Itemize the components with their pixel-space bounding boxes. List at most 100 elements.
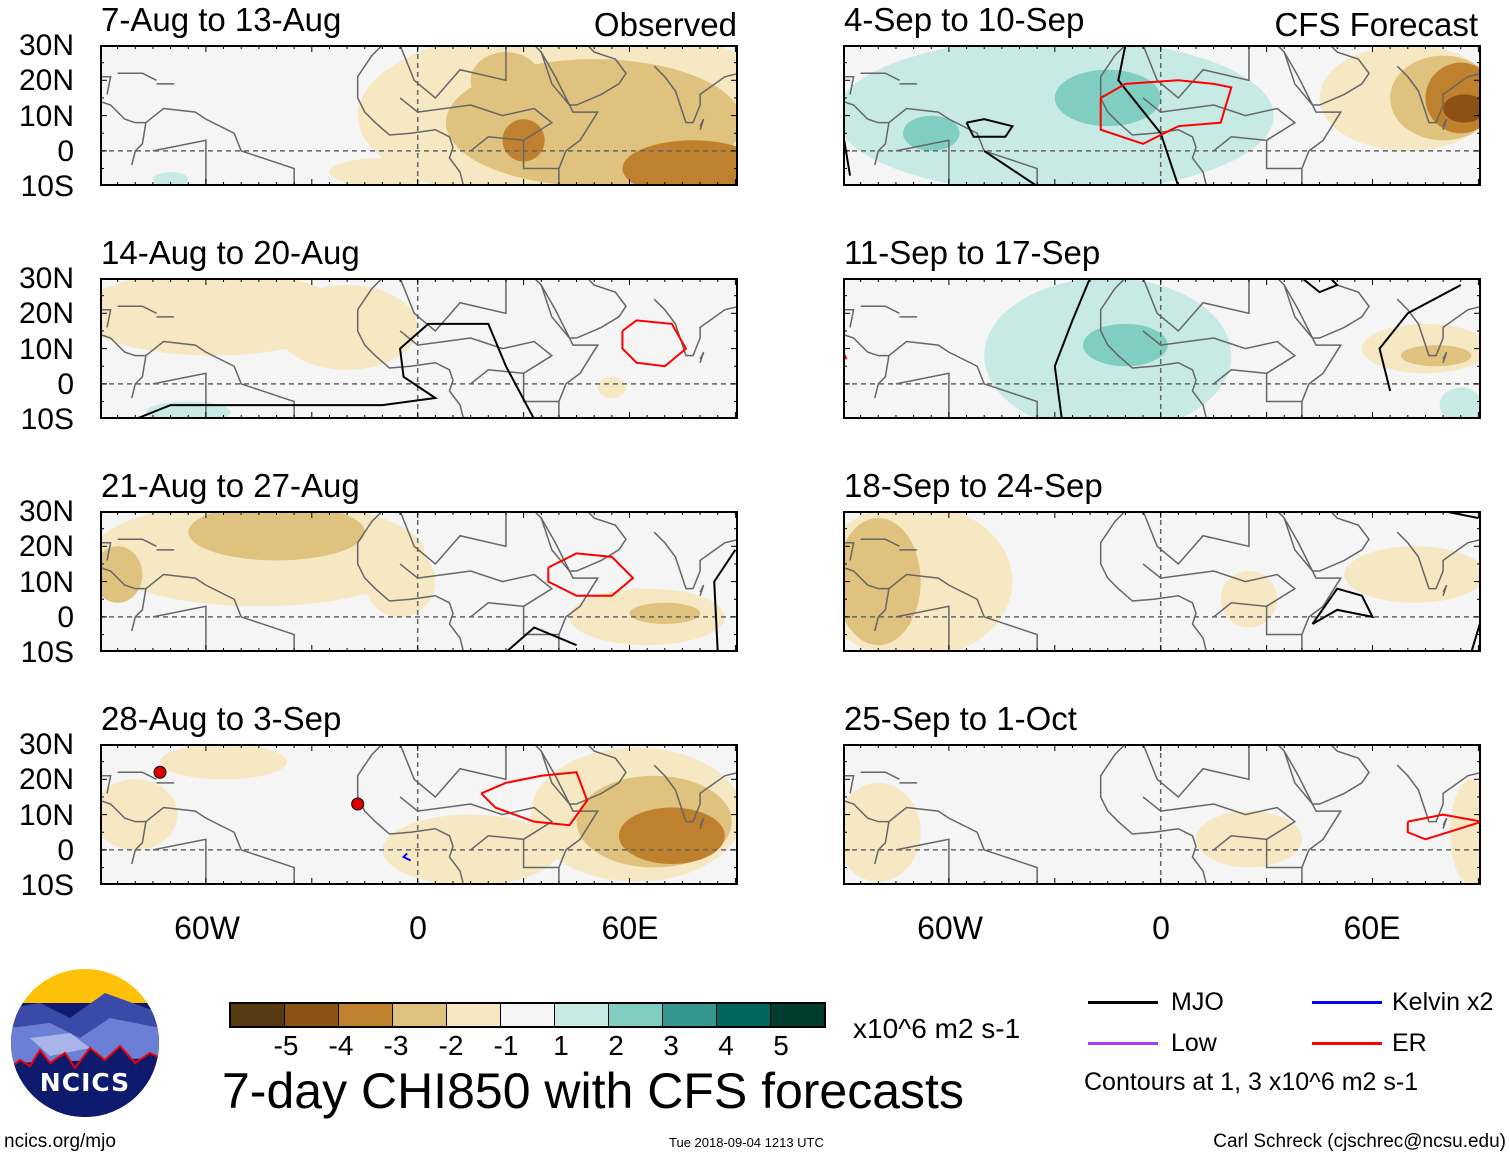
er-contour	[480, 771, 589, 827]
coastline	[152, 605, 207, 652]
coastline	[533, 278, 600, 419]
coastline	[356, 278, 465, 419]
mjo-contour	[1053, 278, 1092, 419]
coastline	[653, 764, 738, 823]
colorbar-swatch	[609, 1004, 663, 1026]
coastline	[1396, 298, 1481, 357]
map-frame	[100, 45, 738, 186]
coastline	[1396, 531, 1481, 590]
shading-region	[329, 157, 436, 186]
coastline	[522, 140, 559, 170]
mjo-contour	[1301, 278, 1339, 294]
coastline	[1276, 278, 1343, 419]
coastline	[895, 372, 950, 419]
coastline	[1265, 839, 1302, 869]
x-tick-60e: 60E	[601, 910, 659, 946]
svg-text:NCICS: NCICS	[40, 1068, 130, 1097]
coastline	[540, 45, 627, 106]
colorbar-swatch	[231, 1004, 285, 1026]
panel-title: 18-Sep to 24-Sep	[844, 467, 1103, 504]
coastline	[117, 771, 157, 780]
shading-region	[160, 744, 288, 780]
shading-region	[1443, 94, 1481, 123]
coastline	[399, 330, 554, 385]
coastline	[843, 309, 855, 328]
panel-title: 11-Sep to 17-Sep	[844, 234, 1101, 271]
map-frame	[100, 511, 738, 652]
y-tick-label: 0	[57, 367, 74, 401]
coastline	[100, 566, 295, 652]
panel-title: 7-Aug to 13-Aug	[101, 1, 342, 38]
colorbar-tick-label: 1	[553, 1030, 569, 1061]
legend-line-mjo	[1088, 1001, 1158, 1004]
coastline	[1276, 511, 1343, 652]
y-tick-label: 10N	[18, 565, 74, 599]
coastline	[1099, 744, 1208, 885]
coastline	[540, 278, 627, 339]
map-background	[843, 744, 1481, 885]
colorbar-tick-label: -3	[383, 1030, 409, 1061]
legend-kelvin: Kelvin x2	[1392, 988, 1494, 1016]
coastline	[895, 605, 950, 652]
colorbar-tick-label: -5	[273, 1030, 299, 1061]
coastline	[131, 821, 147, 865]
coastline	[399, 563, 554, 618]
shading-region	[152, 172, 189, 186]
kelvin-contour	[401, 852, 412, 862]
coastline	[399, 511, 507, 565]
shading-region	[1439, 387, 1481, 419]
colorbar-swatch	[285, 1004, 339, 1026]
coastline	[1142, 744, 1250, 798]
ncics-logo: NCICS	[11, 969, 159, 1117]
coastline	[874, 821, 890, 865]
coastline	[131, 122, 147, 166]
y-tick-label: 10N	[18, 99, 74, 133]
map-panel	[843, 45, 1481, 186]
y-tick-label: 10S	[20, 403, 74, 437]
coastline	[1283, 744, 1370, 805]
coastline	[522, 839, 559, 869]
shading-region	[276, 285, 418, 370]
coastline	[1265, 373, 1302, 403]
map-frame	[843, 744, 1481, 885]
coastline	[874, 122, 890, 166]
colorbar	[229, 1002, 826, 1028]
footer-url[interactable]: ncics.org/mjo	[4, 1131, 116, 1152]
shading-region	[100, 546, 143, 603]
colorbar-tick-label: 2	[608, 1030, 624, 1061]
coastline	[1396, 65, 1481, 124]
coastline	[895, 139, 950, 186]
shading-region	[1196, 811, 1302, 868]
coastline	[860, 538, 900, 547]
coastline	[843, 542, 855, 561]
colorbar-swatch	[555, 1004, 609, 1026]
coastline	[100, 309, 112, 328]
coastline	[522, 606, 559, 636]
coastline	[1442, 817, 1448, 829]
coastline	[533, 511, 600, 652]
coastline	[522, 373, 559, 403]
coastline	[100, 542, 112, 561]
coastline	[117, 305, 157, 314]
coastline	[1265, 606, 1302, 636]
legend-line-er	[1312, 1042, 1382, 1045]
y-tick-label: 30N	[18, 495, 74, 528]
coastline	[117, 72, 157, 81]
coastline	[843, 566, 1038, 652]
footer-author: Carl Schreck (cjschrec@ncsu.edu)	[1213, 1131, 1506, 1152]
shading-region	[843, 45, 1274, 186]
coastline	[1265, 140, 1302, 170]
coastline	[152, 139, 207, 186]
storm-icon	[153, 765, 167, 779]
coastline	[843, 333, 1038, 419]
coastline	[131, 588, 147, 632]
coastline	[1276, 45, 1343, 186]
legend-mjo: MJO	[1171, 988, 1224, 1016]
coastline	[356, 744, 465, 885]
map-frame	[100, 744, 738, 885]
shading-region	[903, 115, 960, 151]
map-panel	[100, 511, 738, 652]
y-tick-label: 20N	[18, 530, 74, 564]
coastline	[843, 100, 1038, 186]
coastline	[100, 76, 112, 95]
